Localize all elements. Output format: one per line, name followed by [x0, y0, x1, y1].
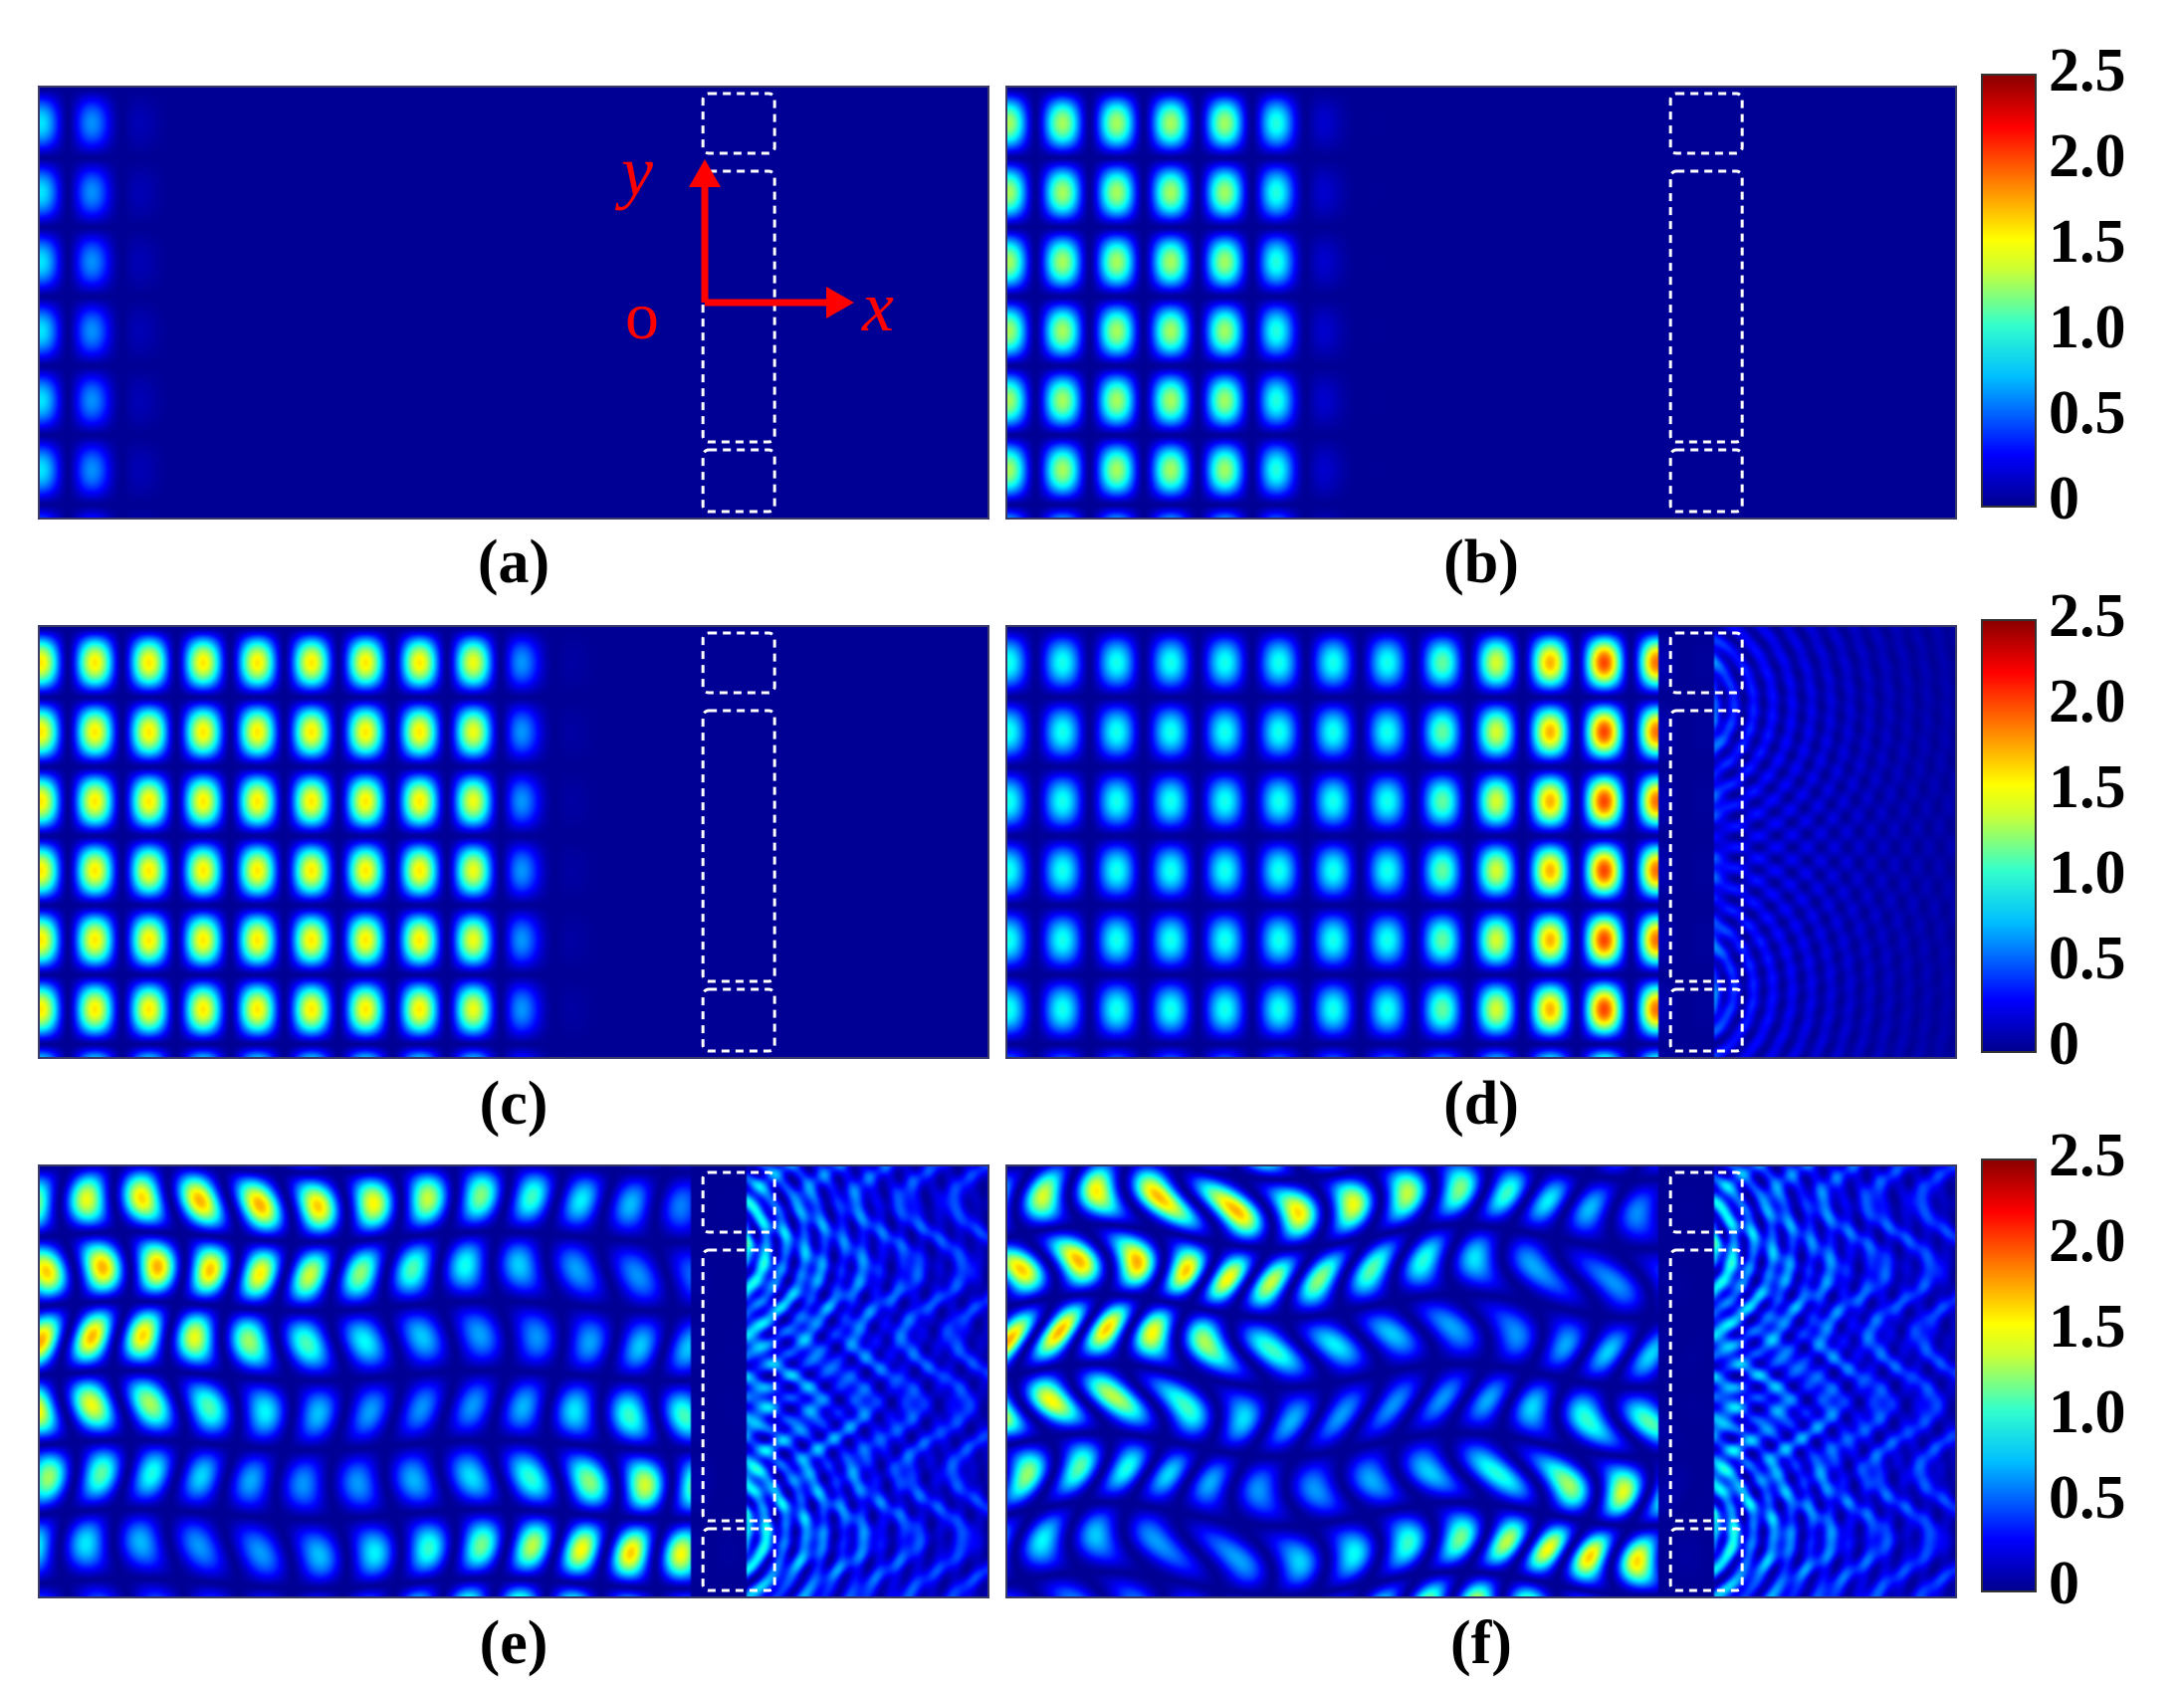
- structure-outline-f: [1668, 1170, 1744, 1592]
- panel-label-d: (d): [1443, 1070, 1519, 1138]
- panel-label-c: (c): [479, 1070, 548, 1138]
- dashed-structure-box: [1668, 987, 1744, 1053]
- dashed-structure-box: [701, 169, 776, 444]
- field-panel-f: [1005, 1164, 1957, 1598]
- colorbar-tick: 0.5: [2049, 379, 2126, 447]
- field-map-e: [40, 1166, 987, 1596]
- axes-inset: y x o: [614, 131, 894, 353]
- dashed-structure-box: [1668, 709, 1744, 983]
- panel-label-b: (b): [1443, 528, 1519, 596]
- colorbar-tick: 2.5: [2049, 37, 2126, 105]
- colorbar-tick: 0.5: [2049, 925, 2126, 992]
- x-axis-label: x: [861, 267, 894, 346]
- colorbar-row1: [1981, 74, 2037, 508]
- panel-label-f: (f): [1450, 1609, 1512, 1677]
- dashed-structure-box: [701, 709, 776, 983]
- colorbar-tick: 1.0: [2049, 294, 2126, 361]
- dashed-structure-box: [1668, 92, 1744, 155]
- colorbar-row3: [1981, 1158, 2037, 1592]
- structure-outline-e: [701, 1170, 776, 1592]
- colorbar-tick: 0: [2049, 1010, 2079, 1078]
- structure-outline-d: [1668, 631, 1744, 1053]
- colorbar-tick: 2.0: [2049, 668, 2126, 736]
- colorbar-tick: 0.5: [2049, 1464, 2126, 1532]
- panel-label-e: (e): [479, 1609, 548, 1677]
- field-map-b: [1007, 88, 1955, 518]
- colorbar-tick: 1.0: [2049, 839, 2126, 907]
- x-arrowhead: [826, 287, 854, 318]
- colorbar-tick: 1.5: [2049, 753, 2126, 821]
- colorbar-tick: 0: [2049, 465, 2079, 532]
- structure-outline-c: [701, 631, 776, 1053]
- field-panel-c: [38, 625, 989, 1059]
- dashed-structure-box: [701, 1248, 776, 1523]
- field-map-c: [40, 627, 987, 1057]
- dashed-structure-box: [1668, 448, 1744, 514]
- field-map-f: [1007, 1166, 1955, 1596]
- y-axis-label: y: [614, 131, 653, 211]
- colorbar-tick: 0: [2049, 1550, 2079, 1617]
- field-map-d: [1007, 627, 1955, 1057]
- colorbar-tick: 1.0: [2049, 1378, 2126, 1446]
- dashed-structure-box: [1668, 169, 1744, 444]
- y-arrowhead: [689, 159, 721, 187]
- dashed-structure-box: [1668, 631, 1744, 695]
- dashed-structure-box: [701, 987, 776, 1053]
- origin-label: o: [625, 278, 659, 353]
- colorbar-tick: 1.5: [2049, 208, 2126, 276]
- field-panel-b: [1005, 86, 1957, 520]
- structure-outline-b: [1668, 92, 1744, 514]
- dashed-structure-box: [701, 448, 776, 514]
- structure-outline-a: [701, 92, 776, 514]
- colorbar-tick: 2.5: [2049, 582, 2126, 650]
- colorbar-tick: 1.5: [2049, 1293, 2126, 1361]
- dashed-structure-box: [701, 631, 776, 695]
- dashed-structure-box: [701, 1527, 776, 1592]
- panel-label-a: (a): [477, 528, 550, 596]
- dashed-structure-box: [701, 92, 776, 155]
- colorbar-row2: [1981, 619, 2037, 1053]
- dashed-structure-box: [1668, 1527, 1744, 1592]
- dashed-structure-box: [1668, 1248, 1744, 1523]
- field-panel-d: [1005, 625, 1957, 1059]
- dashed-structure-box: [701, 1170, 776, 1234]
- colorbar-tick: 2.5: [2049, 1122, 2126, 1189]
- dashed-structure-box: [1668, 1170, 1744, 1234]
- colorbar-tick: 2.0: [2049, 122, 2126, 190]
- colorbar-tick: 2.0: [2049, 1207, 2126, 1275]
- field-panel-e: [38, 1164, 989, 1598]
